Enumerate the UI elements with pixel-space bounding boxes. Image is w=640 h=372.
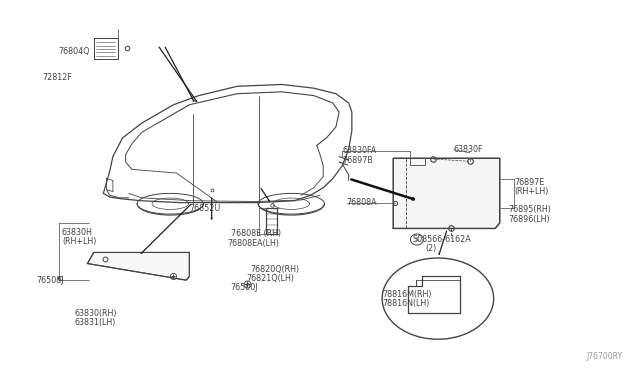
Text: 72812F: 72812F [43,73,73,81]
Text: 63830H: 63830H [62,228,93,237]
Text: 76500J: 76500J [36,276,64,285]
Text: 76804Q: 76804Q [59,47,90,56]
Bar [410,158,424,165]
Text: 76852U: 76852U [189,203,221,213]
Text: 76808E (RH): 76808E (RH) [231,230,281,238]
Text: 76897E: 76897E [515,178,545,187]
Text: 76895(RH): 76895(RH) [508,205,551,215]
Bar [94,38,118,59]
Text: (2): (2) [425,244,436,253]
Text: 63830F: 63830F [454,145,483,154]
Text: 63831(LH): 63831(LH) [75,318,116,327]
Text: 76808A: 76808A [347,198,378,207]
Text: 76500J: 76500J [231,283,259,292]
Text: S: S [415,237,419,242]
Text: (RH+LH): (RH+LH) [515,187,548,196]
Text: (RH+LH): (RH+LH) [62,237,96,246]
Text: J76700RY: J76700RY [586,352,623,361]
Text: 78816N(LH): 78816N(LH) [383,299,430,308]
Text: 63830FA: 63830FA [342,147,376,155]
Text: 78816M(RH): 78816M(RH) [383,291,432,299]
Polygon shape [394,158,500,228]
Text: 76820Q(RH): 76820Q(RH) [250,264,299,273]
Text: 63830(RH): 63830(RH) [75,309,117,318]
Text: 76808EA(LH): 76808EA(LH) [228,239,280,248]
Polygon shape [88,253,189,280]
Text: 76821Q(LH): 76821Q(LH) [246,274,294,283]
Text: S08566-6162A: S08566-6162A [412,235,471,244]
Text: 76896(LH): 76896(LH) [508,215,550,224]
Text: 76897B: 76897B [342,156,373,166]
